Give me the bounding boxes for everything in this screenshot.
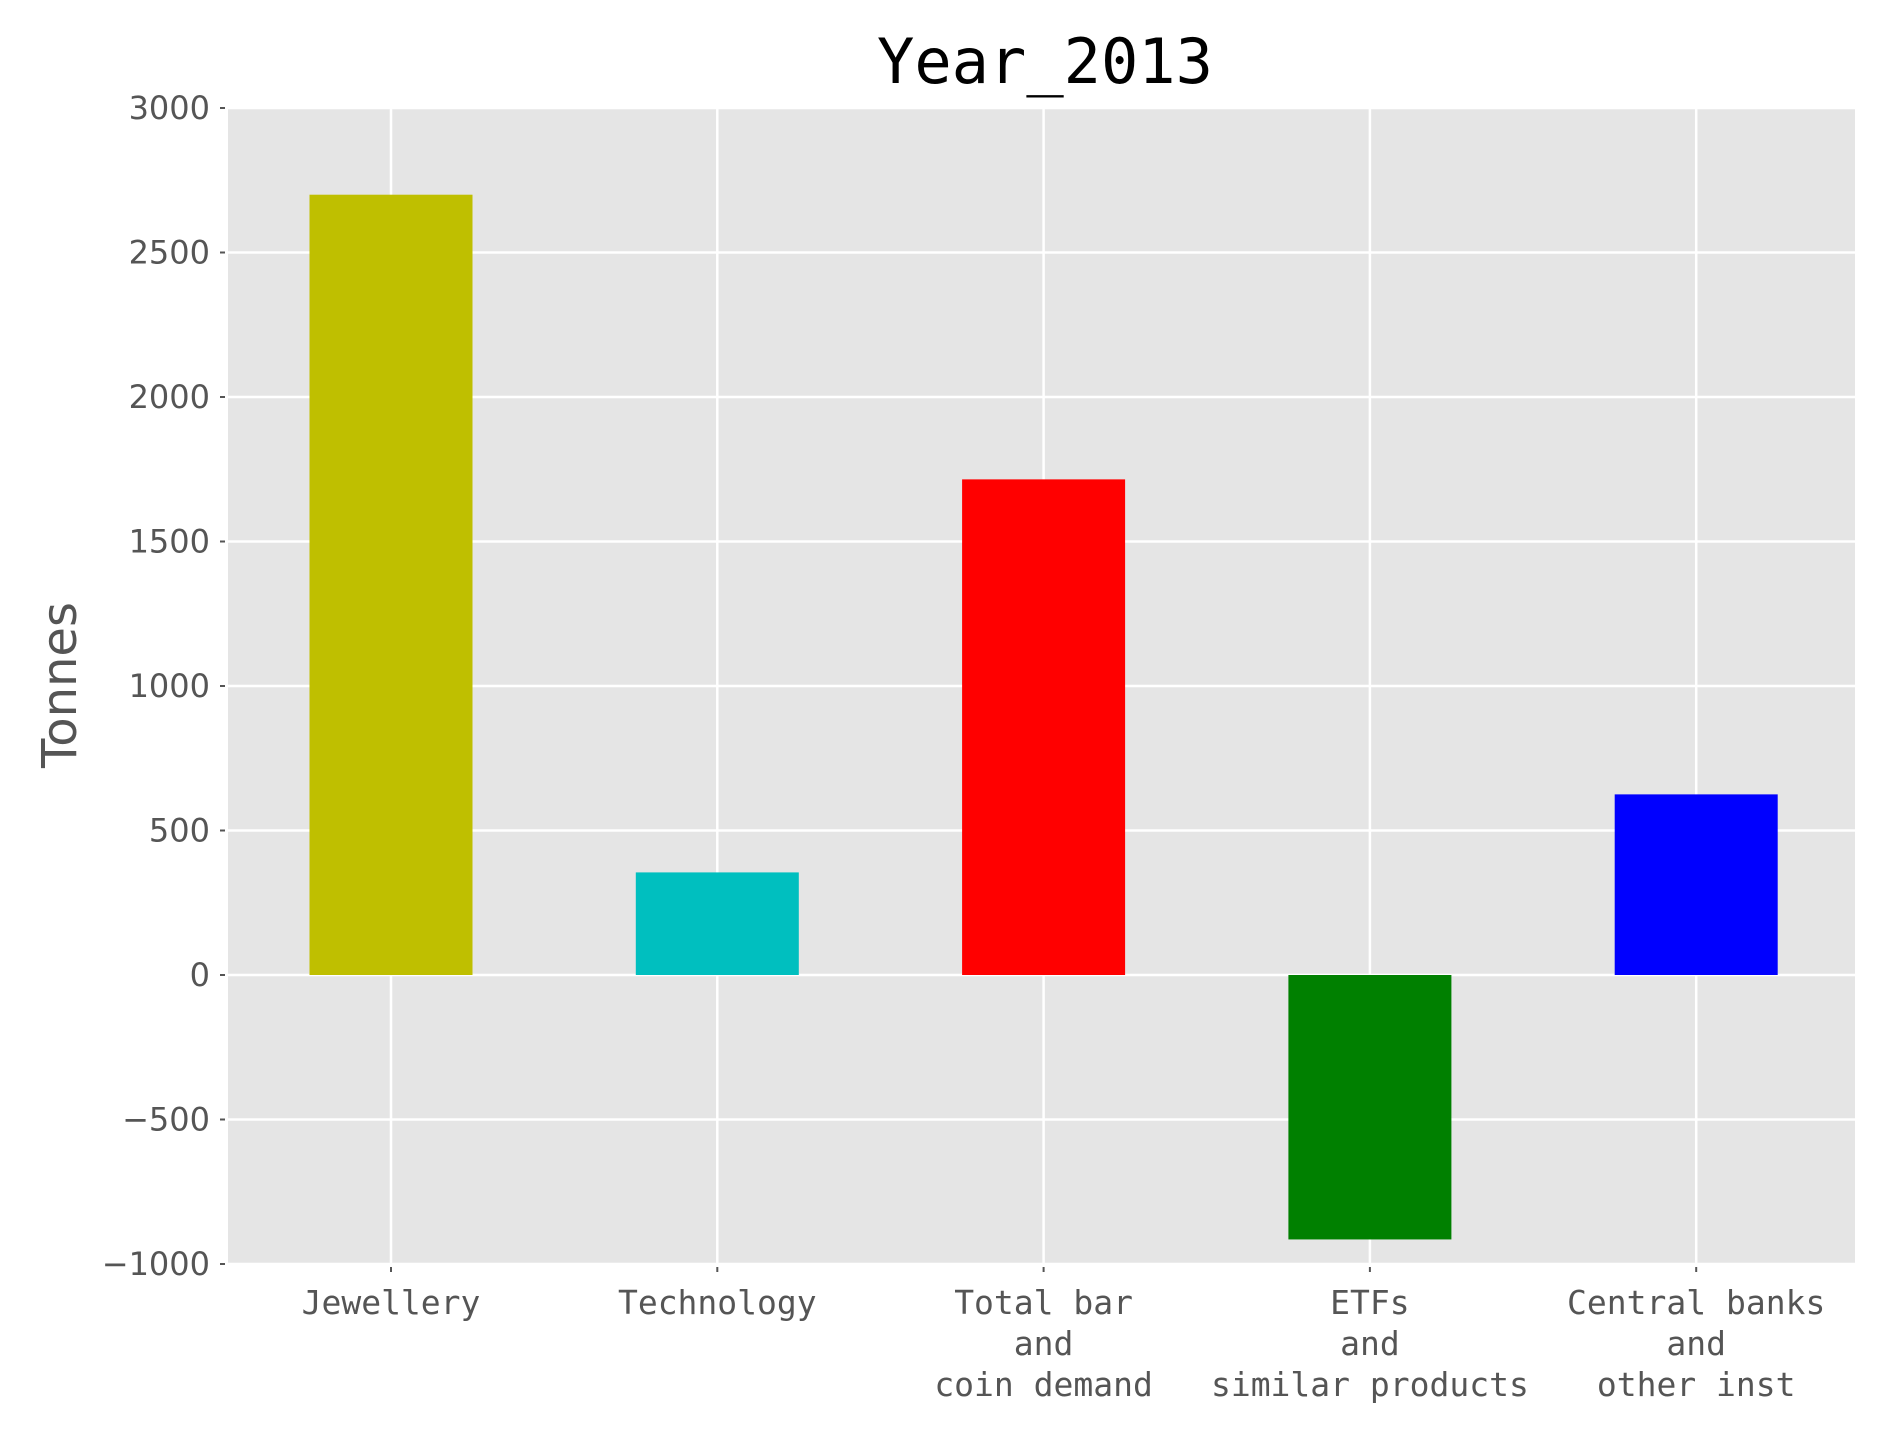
x-axis: Jewellery Technology Total bar and coin dema… <box>302 1267 1825 1404</box>
bars <box>309 194 1778 1240</box>
x-tick-label-3-line-1: and <box>1340 1324 1400 1363</box>
x-tick-label-4-line-1: and <box>1666 1324 1726 1363</box>
x-tick-label-2-line-0: Total bar <box>954 1283 1133 1322</box>
x-tick-label-3: ETFs and similar products <box>1211 1283 1529 1404</box>
bar-4 <box>1614 794 1778 975</box>
x-tick-label-4-line-2: other inst <box>1597 1365 1796 1404</box>
bar-0 <box>309 194 473 975</box>
chart-title: Year_2013 <box>877 25 1213 98</box>
y-axis-label: Tonnes <box>32 602 88 769</box>
y-tick-label-0: −1000 <box>102 1245 210 1283</box>
y-axis: −1000 −500 0 500 1000 1500 2000 2500 3000 <box>102 89 225 1283</box>
x-tick-label-3-line-0: ETFs <box>1330 1283 1409 1322</box>
y-tick-label-7: 2500 <box>129 234 210 272</box>
y-tick-label-8: 3000 <box>129 89 210 127</box>
x-tick-label-0-line-0: Jewellery <box>302 1283 481 1322</box>
x-tick-label-2-line-1: and <box>1014 1324 1074 1363</box>
y-tick-label-4: 1000 <box>129 667 210 705</box>
y-tick-label-2: 0 <box>190 956 210 994</box>
y-tick-label-5: 1500 <box>129 523 210 561</box>
x-tick-label-1: Technology <box>618 1283 817 1322</box>
bar-3 <box>1288 975 1452 1240</box>
x-tick-label-2-line-2: coin demand <box>934 1365 1153 1404</box>
x-tick-label-4-line-0: Central banks <box>1567 1283 1825 1322</box>
x-tick-label-1-line-0: Technology <box>618 1283 817 1322</box>
bar-1 <box>635 872 799 975</box>
x-tick-label-3-line-2: similar products <box>1211 1365 1529 1404</box>
y-tick-label-6: 2000 <box>129 378 210 416</box>
bar-2 <box>962 479 1126 975</box>
y-tick-label-3: 500 <box>149 812 210 850</box>
x-tick-label-2: Total bar and coin demand <box>934 1283 1153 1404</box>
x-tick-label-0: Jewellery <box>302 1283 481 1322</box>
y-tick-label-1: −500 <box>122 1101 210 1139</box>
x-tick-label-4: Central banks and other inst <box>1567 1283 1825 1404</box>
